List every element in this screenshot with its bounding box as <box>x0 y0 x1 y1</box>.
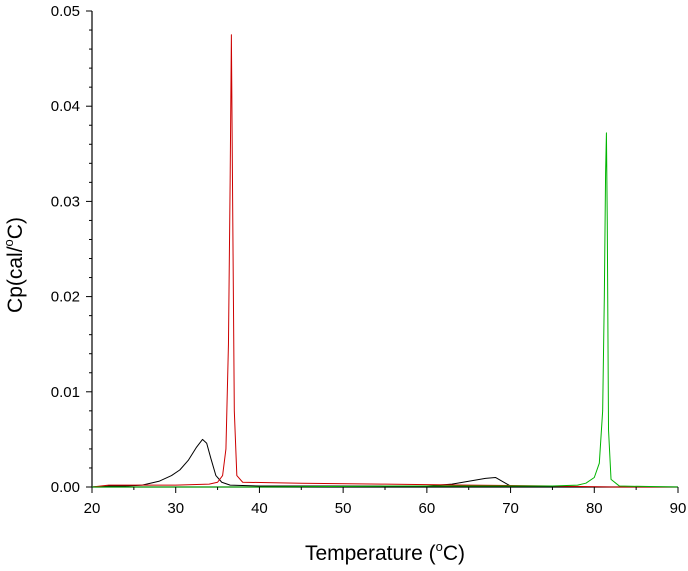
x-tick-label: 80 <box>586 500 603 517</box>
x-axis-title-tail: C) <box>443 542 465 565</box>
x-tick-label: 60 <box>419 500 436 517</box>
x-axis-title: Temperature (oC) <box>305 539 465 565</box>
x-axis-title-main: Temperature ( <box>305 542 436 565</box>
y-tick-label: 0.04 <box>51 98 80 115</box>
y-axis-title: Cp(cal/oC) <box>1 217 27 313</box>
x-ticks: 20 30 40 50 60 70 80 90 <box>84 487 687 517</box>
y-ticks: 0.00 0.01 0.02 0.03 0.04 0.05 <box>51 3 92 496</box>
y-tick-label: 0.03 <box>51 193 80 210</box>
x-axis-title-sup: o <box>436 539 443 554</box>
y-tick-label: 0.02 <box>51 289 80 306</box>
y-tick-label: 0.01 <box>51 384 80 401</box>
series-line-0 <box>91 438 678 488</box>
y-axis-title-main: Cp(cal/ <box>4 246 27 313</box>
series-line-1 <box>91 34 678 488</box>
x-tick-label: 70 <box>502 500 519 517</box>
x-tick-label: 50 <box>335 500 352 517</box>
y-axis-title-sup: o <box>1 239 16 246</box>
x-tick-label: 90 <box>670 500 687 517</box>
y-tick-label: 0.00 <box>51 479 80 496</box>
series-line-2 <box>92 132 679 488</box>
series-group <box>91 34 679 488</box>
y-axis-title-tail: C) <box>4 217 27 239</box>
y-tick-label: 0.05 <box>51 3 80 20</box>
x-tick-label: 30 <box>167 500 184 517</box>
x-tick-label: 20 <box>84 500 101 517</box>
plot-area <box>91 11 678 488</box>
x-tick-label: 40 <box>251 500 268 517</box>
